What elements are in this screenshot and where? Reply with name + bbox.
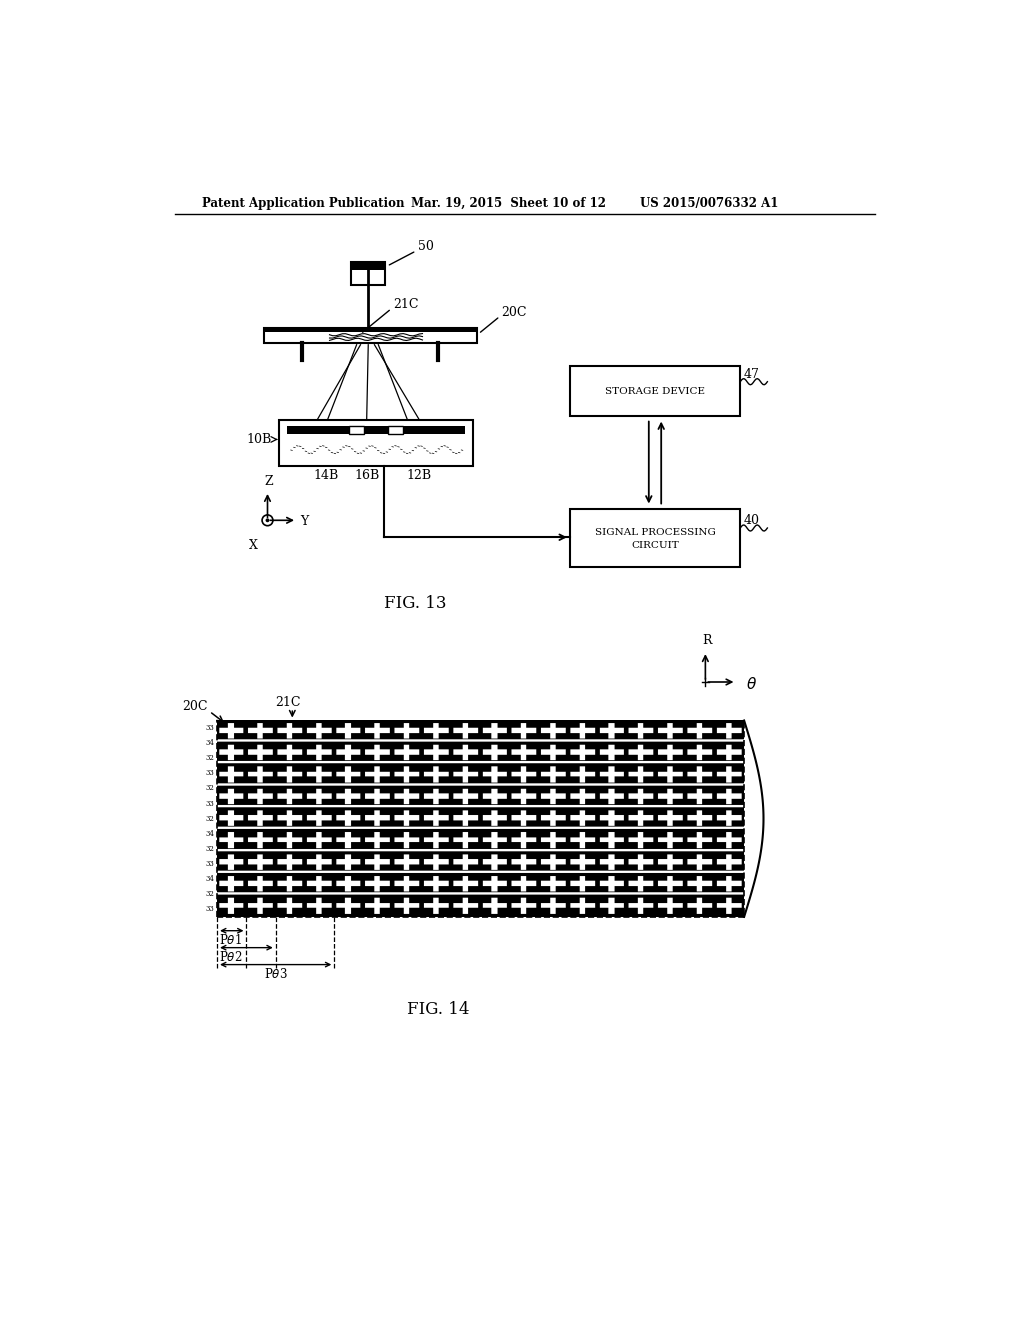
Text: 21C: 21C — [393, 298, 419, 312]
Text: P$\theta$1: P$\theta$1 — [219, 933, 243, 946]
Bar — [351, 263, 385, 271]
Text: 32: 32 — [205, 890, 214, 898]
Bar — [351, 263, 385, 285]
Text: 40: 40 — [744, 513, 760, 527]
Text: 34: 34 — [205, 875, 214, 883]
Bar — [349, 426, 365, 434]
Text: P$\theta$2: P$\theta$2 — [219, 950, 243, 964]
Text: 33: 33 — [205, 770, 214, 777]
Bar — [569, 508, 740, 566]
Text: 34: 34 — [205, 830, 214, 838]
Circle shape — [262, 515, 273, 525]
Circle shape — [265, 519, 269, 523]
Text: US 2015/0076332 A1: US 2015/0076332 A1 — [640, 197, 778, 210]
Text: 33: 33 — [205, 725, 214, 733]
Text: 33: 33 — [205, 861, 214, 869]
Text: CIRCUIT: CIRCUIT — [631, 541, 679, 550]
Text: 50: 50 — [418, 240, 434, 253]
Text: Y: Y — [301, 515, 309, 528]
Text: SIGNAL PROCESSING: SIGNAL PROCESSING — [595, 528, 716, 537]
Bar — [263, 327, 477, 331]
Text: 21C: 21C — [275, 696, 301, 709]
Bar — [280, 420, 473, 466]
Bar — [287, 426, 465, 434]
Text: 10B: 10B — [246, 433, 271, 446]
Text: 33: 33 — [205, 906, 214, 913]
Text: 34: 34 — [205, 739, 214, 747]
Text: $\theta$: $\theta$ — [745, 676, 757, 692]
Text: 32: 32 — [205, 814, 214, 822]
Text: 14B: 14B — [313, 469, 338, 482]
Text: 20C: 20C — [502, 306, 527, 319]
Text: 32: 32 — [205, 754, 214, 762]
Text: Z: Z — [265, 475, 273, 488]
Text: 32: 32 — [205, 784, 214, 792]
Text: P$\theta$3: P$\theta$3 — [264, 966, 288, 981]
Text: STORAGE DEVICE: STORAGE DEVICE — [605, 387, 705, 396]
Text: Mar. 19, 2015  Sheet 10 of 12: Mar. 19, 2015 Sheet 10 of 12 — [411, 197, 606, 210]
Text: X: X — [249, 539, 258, 552]
Text: 16B: 16B — [354, 469, 379, 482]
Bar — [388, 426, 403, 434]
Text: FIG. 14: FIG. 14 — [407, 1001, 469, 1018]
Text: FIG. 13: FIG. 13 — [384, 595, 446, 612]
Text: 32: 32 — [205, 845, 214, 853]
Text: 20C: 20C — [182, 700, 208, 713]
Text: 12B: 12B — [407, 469, 431, 482]
Bar — [263, 327, 477, 343]
Bar — [569, 367, 740, 416]
Text: 33: 33 — [205, 800, 214, 808]
Bar — [217, 721, 744, 917]
Text: R: R — [702, 634, 712, 647]
Text: 47: 47 — [744, 367, 760, 380]
Text: Patent Application Publication: Patent Application Publication — [202, 197, 404, 210]
